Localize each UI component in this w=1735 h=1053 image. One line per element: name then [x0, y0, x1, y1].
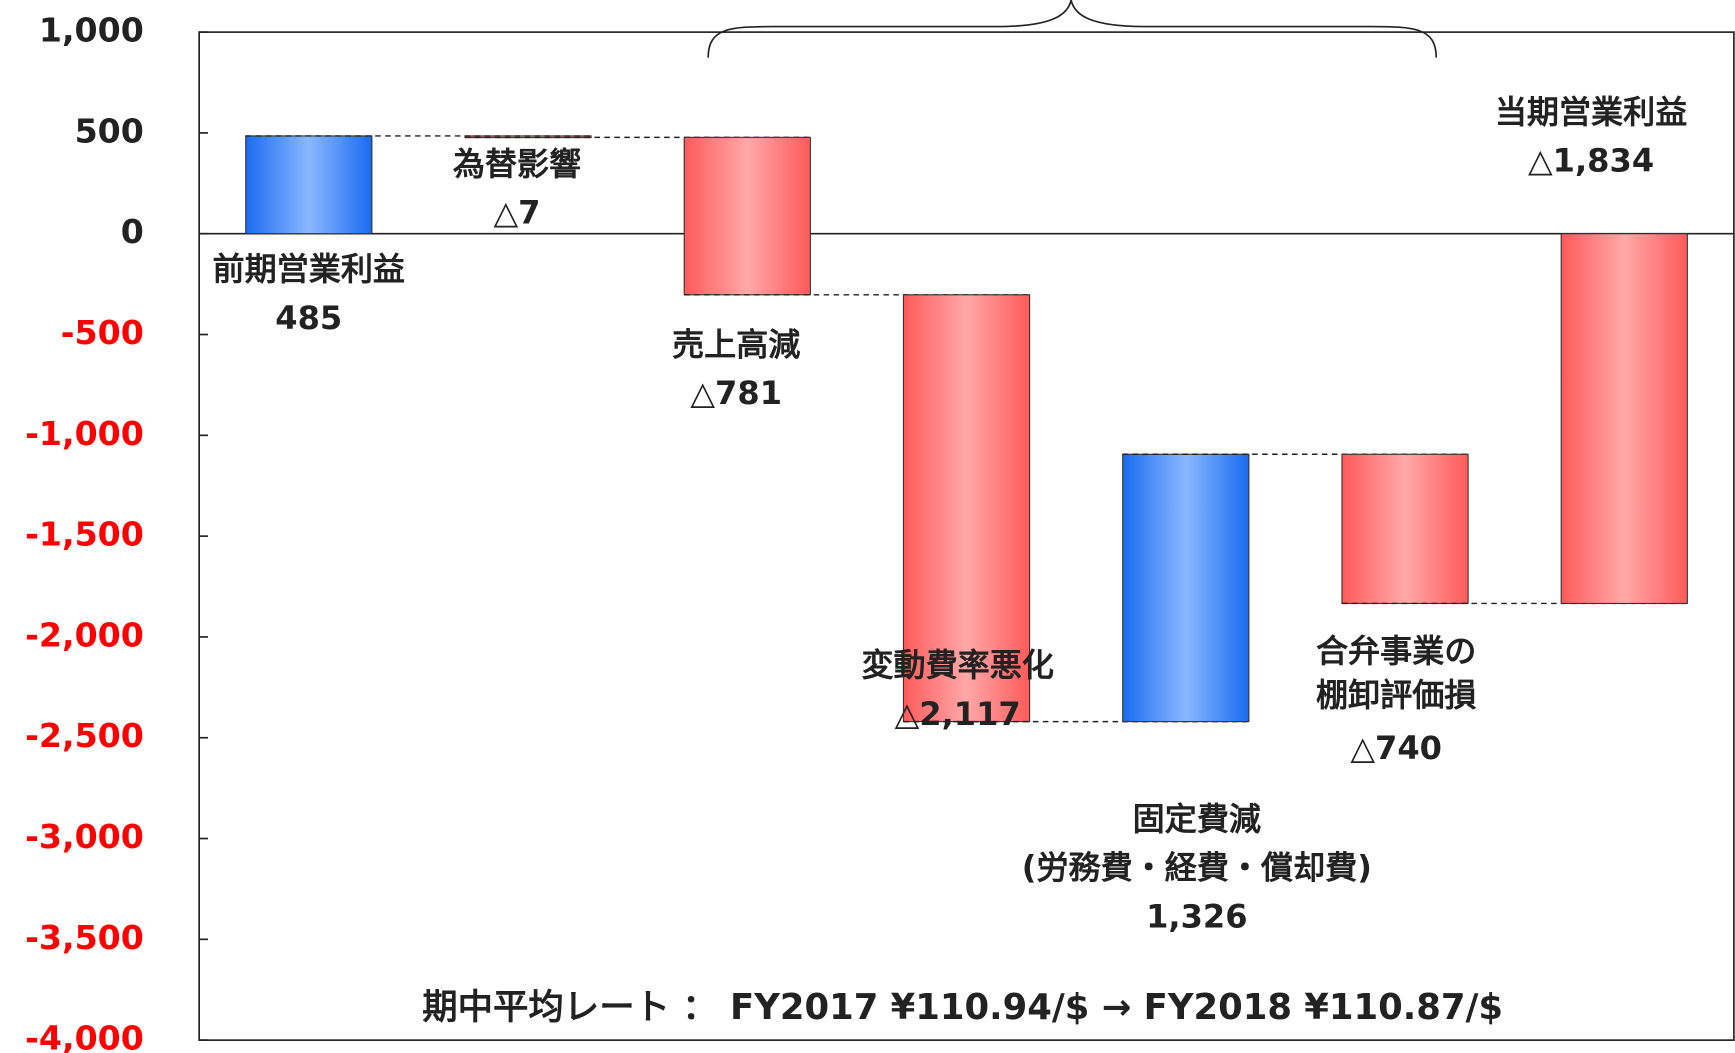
value-label: △740: [1350, 729, 1442, 767]
category-label: 棚卸評価損: [1316, 676, 1476, 714]
value-label: △7: [493, 194, 540, 232]
bar: [1122, 453, 1250, 723]
bar: [1341, 453, 1469, 605]
value-label: △781: [690, 374, 782, 412]
bar: [683, 136, 811, 296]
y-tick-label: -2,000: [25, 615, 144, 654]
y-tick-label: -1,000: [25, 414, 144, 453]
y-tick-label: 1,000: [39, 11, 144, 50]
y-tick-label: -500: [61, 313, 144, 352]
y-tick-label: 0: [121, 212, 144, 251]
value-label: △1,834: [1528, 142, 1654, 180]
annotation: 期中平均レート ： FY2017 ¥110.94/$ → FY2018 ¥110…: [422, 987, 1503, 1028]
y-tick-label: -2,500: [25, 716, 144, 755]
category-label: 当期営業利益: [1495, 93, 1687, 131]
y-tick-label: -3,500: [25, 918, 144, 957]
y-tick-label: 500: [75, 111, 144, 150]
value-label: △2,117: [895, 695, 1021, 733]
bar: [902, 294, 1031, 723]
category-label: (労務費・経費・償却費): [1022, 849, 1372, 887]
y-tick-label: -3,000: [25, 817, 144, 856]
category-label: 変動費率悪化: [861, 646, 1053, 684]
value-label: 485: [275, 299, 342, 337]
y-tick-label: -4,000: [25, 1019, 144, 1053]
brace: [707, 0, 1438, 58]
category-label: 合弁事業の: [1316, 632, 1476, 670]
value-label: 1,326: [1146, 897, 1247, 935]
category-label: 固定費減: [1133, 800, 1261, 838]
bar: [245, 135, 373, 235]
bar: [1560, 233, 1688, 605]
category-label: 前期営業利益: [213, 250, 405, 288]
category-label: 為替影響: [453, 145, 581, 183]
y-tick-label: -1,500: [25, 515, 144, 554]
category-label: 売上高減: [672, 325, 800, 363]
